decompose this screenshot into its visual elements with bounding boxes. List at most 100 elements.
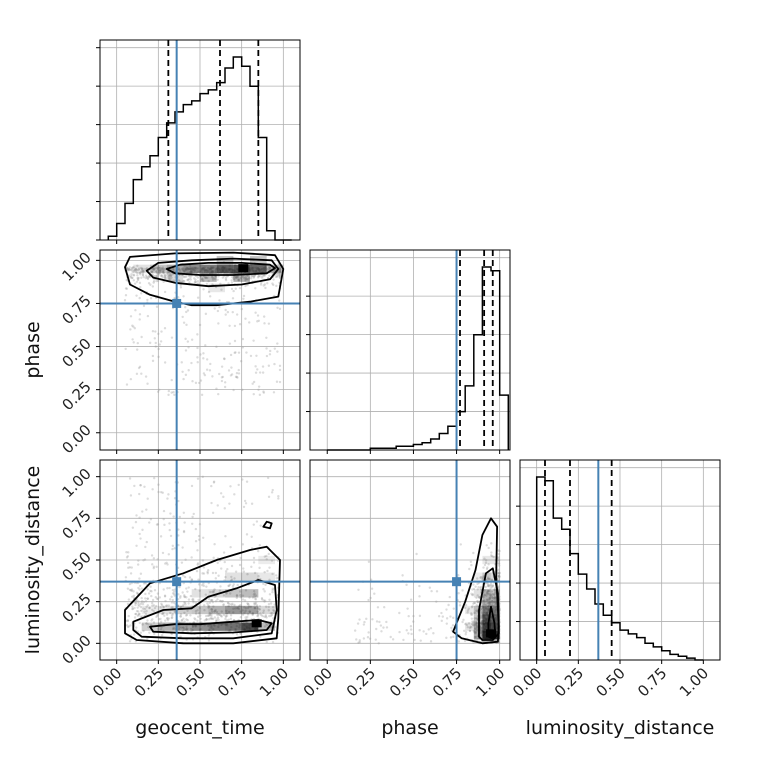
scatter-point [151, 604, 154, 607]
scatter-point [278, 270, 282, 273]
scatter-point [483, 599, 486, 602]
scatter-point [187, 586, 190, 589]
scatter-point [136, 341, 139, 345]
scatter-point [472, 583, 475, 586]
density-cell [241, 589, 259, 598]
scatter-point [191, 268, 195, 271]
y-tick-label: 1.00 [58, 465, 94, 501]
scatter-point [143, 267, 147, 271]
scatter-point [163, 594, 167, 597]
scatter-point [189, 270, 193, 274]
scatter-point [210, 608, 213, 611]
scatter-point [132, 279, 135, 282]
scatter-point [385, 626, 389, 629]
scatter-point [487, 589, 491, 593]
scatter-point [278, 270, 282, 274]
density-cell [473, 622, 492, 631]
scatter-point [126, 268, 130, 271]
scatter-point [196, 477, 200, 480]
scatter-point [474, 620, 478, 623]
scatter-point [493, 591, 497, 594]
scatter-point [167, 493, 170, 496]
scatter-point [184, 305, 187, 309]
scatter-point [211, 590, 214, 594]
scatter-point [170, 276, 173, 279]
scatter-point [257, 274, 260, 278]
scatter-point [173, 547, 176, 550]
scatter-point [148, 341, 152, 345]
scatter-point [196, 356, 199, 359]
scatter-point [270, 491, 274, 494]
scatter-point [489, 594, 492, 597]
scatter-point [440, 619, 443, 623]
scatter-point [482, 599, 485, 603]
scatter-point [235, 633, 239, 636]
scatter-point [377, 642, 380, 645]
scatter-point [488, 596, 492, 599]
scatter-point [241, 613, 245, 616]
contour-line [165, 262, 276, 276]
scatter-point [491, 586, 494, 589]
scatter-point [478, 596, 481, 599]
scatter-point [255, 520, 259, 523]
scatter-point [274, 275, 278, 279]
scatter-point [227, 618, 230, 622]
scatter-point [225, 619, 229, 622]
scatter-point [486, 583, 490, 586]
scatter-point [229, 592, 232, 595]
scatter-point [146, 382, 149, 385]
scatter-point [189, 276, 192, 279]
x-tick-label: 0.25 [131, 664, 167, 700]
scatter-point [158, 266, 161, 270]
scatter-point [487, 608, 490, 612]
scatter-point [375, 627, 378, 631]
scatter-point [198, 589, 202, 592]
scatter-point [131, 266, 135, 269]
scatter-point [148, 631, 151, 634]
scatter-point [132, 594, 136, 597]
scatter-point [170, 336, 174, 339]
scatter-point [138, 313, 142, 316]
scatter-point [170, 595, 173, 599]
scatter-point [205, 618, 208, 622]
scatter-point [235, 594, 239, 597]
scatter-point [149, 283, 152, 286]
scatter-point [183, 595, 186, 598]
scatter-point [152, 476, 156, 480]
scatter-point [480, 631, 483, 634]
scatter-point [235, 276, 238, 279]
scatter-point [144, 600, 148, 603]
scatter-point [131, 605, 134, 608]
scatter-point [241, 609, 244, 612]
scatter-point [150, 270, 154, 274]
scatter-point [218, 372, 221, 376]
scatter-point [142, 559, 145, 562]
scatter-point [158, 388, 161, 392]
scatter-point [160, 274, 164, 278]
scatter-point [213, 543, 216, 546]
scatter-point [134, 612, 137, 616]
scatter-point [130, 637, 133, 641]
scatter-point [202, 279, 205, 283]
truth-marker [172, 577, 182, 587]
scatter-point [172, 601, 176, 605]
scatter-point [180, 280, 183, 284]
scatter-point [493, 589, 497, 592]
scatter-point [206, 572, 209, 575]
scatter-point [187, 274, 191, 278]
scatter-point [162, 269, 165, 272]
scatter-point [236, 607, 239, 610]
scatter-point [231, 276, 234, 279]
scatter-point [172, 626, 175, 629]
scatter-point [144, 592, 147, 596]
scatter-point [206, 602, 209, 605]
scatter-point [236, 606, 240, 610]
scatter-point [194, 609, 198, 613]
scatter-point [451, 624, 455, 627]
scatter-point [239, 596, 243, 599]
scatter-point [490, 595, 493, 598]
scatter-point [184, 373, 188, 377]
scatter-point [486, 612, 489, 615]
scatter-point [246, 602, 250, 606]
scatter-point [482, 611, 485, 614]
